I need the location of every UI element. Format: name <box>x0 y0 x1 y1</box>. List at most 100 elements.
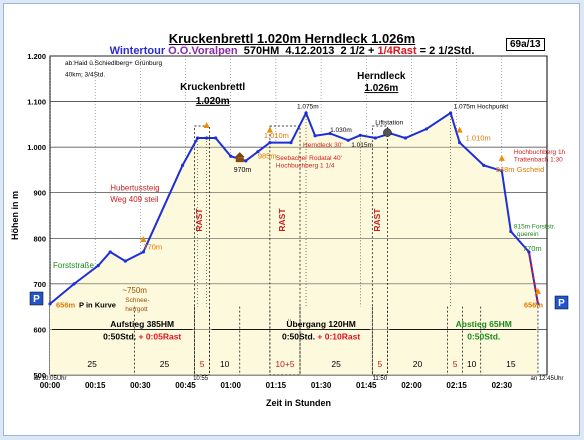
chart-title: Kruckenbrettl 1.020m Herndleck 1.026m <box>168 31 416 46</box>
profile-point <box>328 131 332 136</box>
time-mid-2: 11:50 <box>373 376 388 382</box>
y-axis-title: Höhen in m <box>10 191 20 240</box>
annotation: 815m Forststr. <box>514 223 556 230</box>
section-duration: 25 <box>331 359 341 369</box>
section-duration: 5 <box>453 359 458 369</box>
profile-point <box>373 136 377 140</box>
annotation: herrgott <box>125 306 148 313</box>
y-tick-label: 1.000 <box>27 143 46 152</box>
annotation: 1.010m <box>264 131 289 140</box>
leg-title: Abstieg 65HM <box>456 319 512 329</box>
x-tick-label: 01:30 <box>311 381 332 390</box>
leg-rest: + 0:05Rast <box>136 331 181 341</box>
descent-highlight <box>527 251 539 305</box>
y-tick-label: 900 <box>33 189 46 198</box>
section-duration: 25 <box>160 359 170 369</box>
orange-marker <box>203 122 210 129</box>
y-tick-label: 600 <box>33 325 46 334</box>
annotation: Schnee- <box>125 297 149 304</box>
orange-marker <box>140 235 147 242</box>
section-duration: 20 <box>413 359 423 369</box>
annotation: 970m <box>234 167 252 174</box>
annotation: 1.075m Hochpunkt <box>454 103 509 110</box>
x-tick-label: 02:15 <box>446 381 467 390</box>
x-tick-label: 01:00 <box>220 381 241 390</box>
profile-point <box>268 140 272 145</box>
x-tick-label: 00:00 <box>40 381 61 390</box>
y-tick-label: 500 <box>33 371 46 380</box>
profile-point <box>458 140 462 145</box>
profile-point <box>536 302 540 306</box>
profile-point <box>214 136 218 140</box>
summit-name: Kruckenbrettl <box>180 82 245 93</box>
annotation: ab:Haid ü.Schiedlberg+ Grünburg <box>65 60 162 67</box>
annotation: 1.015m <box>351 142 373 149</box>
parking-badge-end <box>554 295 569 310</box>
start-elevation: 656m <box>56 300 76 309</box>
tour-region: O.Ö.Voralpen <box>168 45 238 57</box>
rest-band-label: RAST <box>372 208 382 232</box>
annotation: 770m <box>523 244 542 253</box>
y-tick-label: 1.200 <box>27 52 46 61</box>
section-duration: 25 <box>87 359 97 369</box>
annotation: 1.075m <box>297 103 319 110</box>
profile-area-fill <box>50 112 538 375</box>
profile-point <box>256 150 260 154</box>
annotation: 1.030m <box>330 127 352 134</box>
annotation: Seebacher Rodatal 40' <box>276 155 342 162</box>
annotation: Hochbuchberg 1 1/4 <box>276 163 335 170</box>
tour-type: Wintertour <box>109 45 166 57</box>
total-time: = 2 1/2Std. <box>419 45 475 57</box>
x-tick-label: 00:45 <box>175 381 196 390</box>
annotation: 1.010m <box>466 133 491 142</box>
rest-time: 1/4Rast <box>377 45 417 57</box>
profile-point <box>180 163 185 167</box>
profile-point <box>48 302 52 306</box>
tour-summary: Wintertour O.Ö.Voralpen 570HM 4.12.2013 … <box>0 45 584 57</box>
profile-point <box>403 136 408 140</box>
leg-time: 0:50Std. + 0:05Rast <box>103 331 181 341</box>
x-tick-label: 00:30 <box>130 381 151 390</box>
leg-title: Übergang 120HM <box>286 319 355 329</box>
time-mid: 10:55 <box>193 376 209 382</box>
tour-date: 4.12.2013 <box>285 45 335 57</box>
profile-point <box>313 134 317 138</box>
x-tick-label: 00:15 <box>85 381 106 390</box>
profile-point <box>123 259 127 263</box>
annotation: 948m Gscheid <box>496 165 544 174</box>
section-duration: 5 <box>377 359 382 369</box>
annotation: 40km; 3/4Std. <box>65 72 105 79</box>
summit-elevation: 1.020m <box>196 96 230 107</box>
profile-point <box>244 159 248 163</box>
annotation: Trattenbach 1:30 <box>514 157 563 164</box>
leg-rest: + 0:10Rast <box>315 331 360 341</box>
parking-badge-start <box>29 291 44 306</box>
height-meters: 570HM <box>243 45 280 57</box>
y-tick-label: 800 <box>33 234 46 243</box>
annotation: Liftstation <box>375 119 403 126</box>
rest-band-label: RAST <box>277 208 287 232</box>
y-tick-label: 700 <box>33 280 46 289</box>
profile-point <box>289 140 293 145</box>
annotation: querein <box>517 231 539 238</box>
profile-point <box>500 169 504 173</box>
annotation: 985m <box>258 152 277 161</box>
parking-letter: P <box>33 294 40 305</box>
hut-icon-base <box>235 157 244 163</box>
profile-point <box>229 154 233 158</box>
x-axis-title: Zeit in Stunden <box>266 398 331 408</box>
annotation: Hubertussteig <box>110 183 159 192</box>
annotation: Herndleck 30' <box>303 142 343 149</box>
profile-point <box>141 250 145 254</box>
time-end: an 12:45Uhr <box>530 376 563 382</box>
summit-name: Herndleck <box>357 71 406 82</box>
profile-point <box>509 229 513 234</box>
summit-elevation: 1.026m <box>364 83 398 94</box>
profile-point <box>72 282 76 286</box>
profile-point <box>527 250 531 254</box>
x-tick-label: 01:15 <box>266 381 287 390</box>
annotation: Hochbuchberg 1h <box>514 149 566 156</box>
annotation: ~750m <box>122 286 147 295</box>
parking-letter: P <box>558 298 565 309</box>
end-elevation: 656m <box>524 300 544 309</box>
